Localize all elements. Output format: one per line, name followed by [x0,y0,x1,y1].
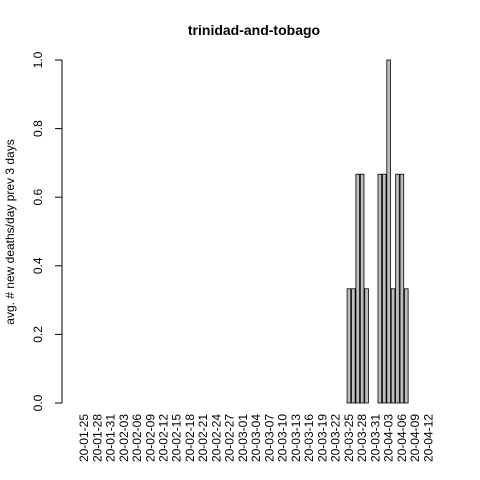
x-tick-label: 20-04-03 [382,414,396,462]
y-tick-label: 0.6 [31,189,45,206]
bar [359,173,365,404]
y-axis: 0.0 0.2 0.4 0.6 0.8 1.0 [31,51,63,411]
bar [381,173,387,404]
bar [346,288,352,404]
x-tick-label: 20-02-18 [183,414,197,462]
x-tick-label: 20-04-12 [421,414,435,462]
x-axis: 20-01-25 20-01-28 20-01-31 20-02-03 20-02-06… [77,414,435,462]
x-tick-label: 20-03-19 [315,414,329,462]
y-tick-label: 0.4 [31,257,45,274]
bar [404,288,409,404]
x-tick-label: 20-03-28 [355,414,369,462]
x-tick-label: 20-02-09 [143,414,157,462]
x-tick-label: 20-04-06 [395,414,409,462]
y-tick-label: 1.0 [31,51,45,68]
y-axis-label: avg. # new deaths/day prev 3 days [3,139,17,324]
x-tick-label: 20-03-01 [236,414,250,462]
x-tick-label: 20-04-09 [408,414,422,462]
x-tick-label: 20-03-22 [329,414,343,462]
x-tick-label: 20-01-25 [77,414,91,462]
chart-title: trinidad-and-tobago [188,22,320,38]
bar [355,173,360,404]
bar [399,173,405,404]
bar [351,288,356,404]
x-tick-label: 20-03-10 [276,414,290,462]
x-tick-label: 20-03-31 [368,414,382,462]
x-tick-label: 20-01-28 [90,414,104,462]
bar [386,59,391,404]
x-tick-label: 20-03-04 [249,414,263,462]
x-tick-label: 20-02-24 [209,414,223,462]
bars [346,59,409,404]
x-tick-label: 20-02-03 [117,414,131,462]
x-tick-label: 20-02-06 [130,414,144,462]
bar [390,288,396,404]
bar [395,173,400,404]
bar [364,288,369,404]
x-tick-label: 20-02-12 [157,414,171,462]
x-tick-label: 20-02-15 [170,414,184,462]
x-tick-label: 20-02-27 [223,414,237,462]
x-tick-label: 20-01-31 [104,414,118,462]
x-tick-label: 20-03-25 [342,414,356,462]
x-tick-label: 20-03-07 [262,414,276,462]
y-tick-label: 0.8 [31,120,45,137]
bar [377,173,383,404]
x-tick-label: 20-03-13 [289,414,303,462]
y-tick-label: 0.0 [31,394,45,411]
x-tick-label: 20-02-21 [196,414,210,462]
y-tick-label: 0.2 [31,326,45,343]
x-tick-label: 20-03-16 [302,414,316,462]
